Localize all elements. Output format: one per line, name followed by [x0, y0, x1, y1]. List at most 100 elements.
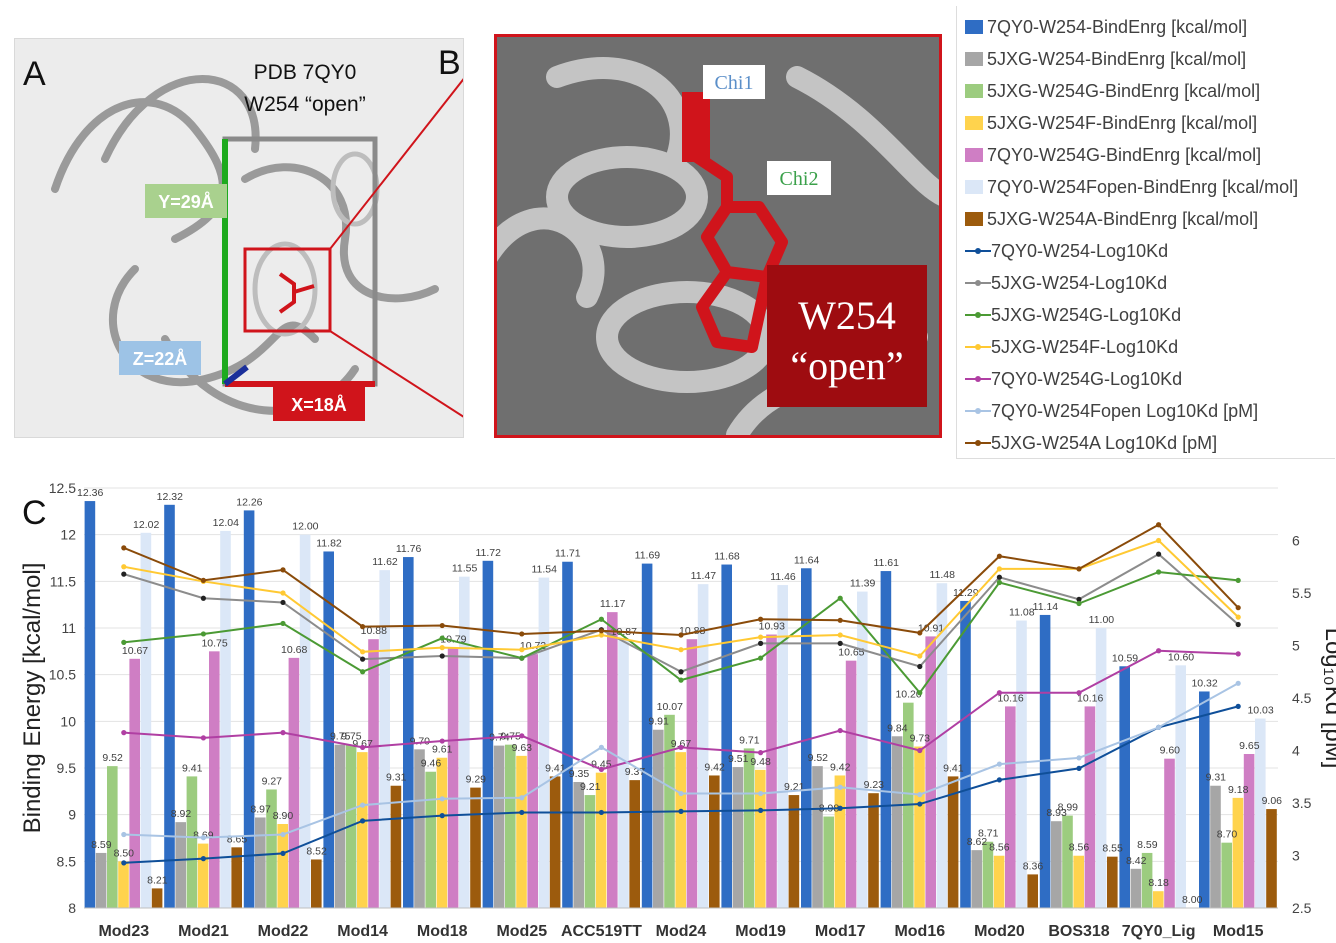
bar	[1016, 620, 1027, 908]
bar-value-label: 8.36	[1023, 860, 1044, 872]
bar-value-label: 9.75	[330, 731, 351, 743]
legend-item: 5JXG-W254F-Log10Kd	[965, 334, 1178, 360]
line-point	[837, 784, 843, 790]
bar	[607, 612, 618, 908]
bar-value-label: 8.59	[91, 839, 112, 851]
bar-value-label: 9.41	[943, 762, 964, 774]
bar-value-label: 10.32	[1191, 677, 1217, 689]
bar-value-label: 11.76	[396, 543, 422, 555]
line-point	[1235, 605, 1241, 611]
bar-value-label: 10.93	[759, 621, 785, 633]
line-point	[360, 669, 366, 675]
line-point	[758, 807, 764, 813]
y-tick-label: 8.5	[57, 853, 77, 869]
line-point	[678, 669, 684, 675]
legend-label: 7QY0-W254-BindEnrg [kcal/mol]	[987, 16, 1248, 37]
bar-value-label: 11.39	[850, 578, 876, 590]
line-point	[360, 649, 366, 655]
bar	[584, 795, 596, 908]
bar	[1153, 891, 1164, 908]
bar-value-label: 10.65	[838, 647, 864, 659]
bar-value-label: 9.52	[808, 752, 829, 764]
bar	[436, 757, 448, 908]
bar	[823, 816, 834, 908]
bar-value-label: 10.16	[997, 692, 1023, 704]
y2-tick-label: 3.5	[1292, 795, 1312, 811]
line-point	[1076, 596, 1082, 602]
legend-line-swatch	[965, 344, 991, 350]
bar	[277, 824, 288, 908]
bar-value-label: 9.46	[421, 758, 442, 770]
panel-b-label: B	[438, 44, 461, 82]
bar	[801, 568, 812, 908]
bar	[379, 570, 390, 908]
bar	[470, 787, 481, 908]
line-point	[121, 860, 127, 866]
bar	[1062, 815, 1073, 908]
ribbon-3	[108, 265, 319, 387]
bar-value-label: 12.26	[236, 496, 262, 508]
legend-label: 5JXG-W254A Log10Kd [pM]	[991, 432, 1218, 453]
line-point	[439, 796, 445, 802]
line-point	[200, 631, 206, 637]
line-point	[598, 809, 605, 816]
bar-value-label: 9.29	[466, 774, 487, 786]
bar-value-label: 12.36	[77, 487, 103, 499]
bar-value-label: 11.71	[555, 548, 581, 560]
line-point	[837, 640, 843, 646]
legend-label: 5JXG-W254G-BindEnrg [kcal/mol]	[987, 80, 1261, 101]
bar	[505, 744, 516, 908]
line-point	[360, 818, 366, 824]
panel-a-title-2: W254 “open”	[244, 93, 365, 116]
legend-item: 5JXG-W254G-Log10Kd	[965, 302, 1181, 328]
bar	[1175, 665, 1186, 908]
bar	[403, 557, 414, 908]
bar	[709, 775, 720, 908]
bar	[960, 600, 971, 908]
line-point	[121, 564, 127, 570]
bar	[562, 561, 573, 908]
x-tick-label: Mod18	[417, 923, 468, 940]
legend-line-swatch	[965, 312, 991, 318]
bar	[151, 888, 163, 908]
bar	[516, 755, 527, 908]
zoom-helix-1	[546, 146, 708, 248]
legend-label: 7QY0-W254-Log10Kd	[991, 240, 1169, 261]
line-point	[439, 645, 445, 651]
line-point	[917, 690, 923, 696]
bar-value-label: 11.17	[600, 598, 626, 610]
line-point	[917, 630, 923, 636]
dim-x-label: X=18Å	[291, 395, 347, 415]
bar-value-label: 9.71	[739, 734, 760, 746]
bar-value-label: 9.27	[262, 775, 283, 787]
line-point	[598, 628, 605, 634]
bar-value-label: 8.42	[1126, 855, 1147, 867]
bar-value-label: 9.31	[386, 772, 407, 784]
bar-value-label: 12.04	[213, 517, 239, 529]
line-point	[996, 566, 1003, 572]
residue-box	[767, 265, 927, 407]
line-point	[917, 801, 923, 807]
line-point	[678, 744, 684, 750]
legend-label: 5JXG-W254G-Log10Kd	[991, 304, 1182, 325]
x-tick-label: Mod23	[98, 923, 149, 940]
bar	[118, 861, 129, 908]
line-point	[1076, 690, 1082, 696]
bar	[573, 782, 584, 908]
bar	[266, 789, 277, 908]
bar	[414, 749, 425, 908]
line-point	[439, 738, 445, 744]
line-point	[1156, 522, 1162, 528]
line-point	[678, 677, 684, 683]
bar-value-label: 10.20	[895, 689, 921, 701]
x-tick-label: Mod17	[815, 923, 866, 940]
dim-x-box	[273, 387, 365, 421]
bar	[323, 551, 334, 908]
bar	[107, 766, 118, 908]
line-point	[280, 599, 286, 606]
y-tick-label: 10.5	[49, 667, 76, 683]
legend-label: 5JXG-W254-Log10Kd	[991, 272, 1168, 293]
panel-a-title-1: PDB 7QY0	[254, 61, 357, 84]
y-axis-label: Binding Energy [kcal/mol]	[19, 563, 46, 834]
y2-tick-label: 4.5	[1292, 690, 1312, 706]
